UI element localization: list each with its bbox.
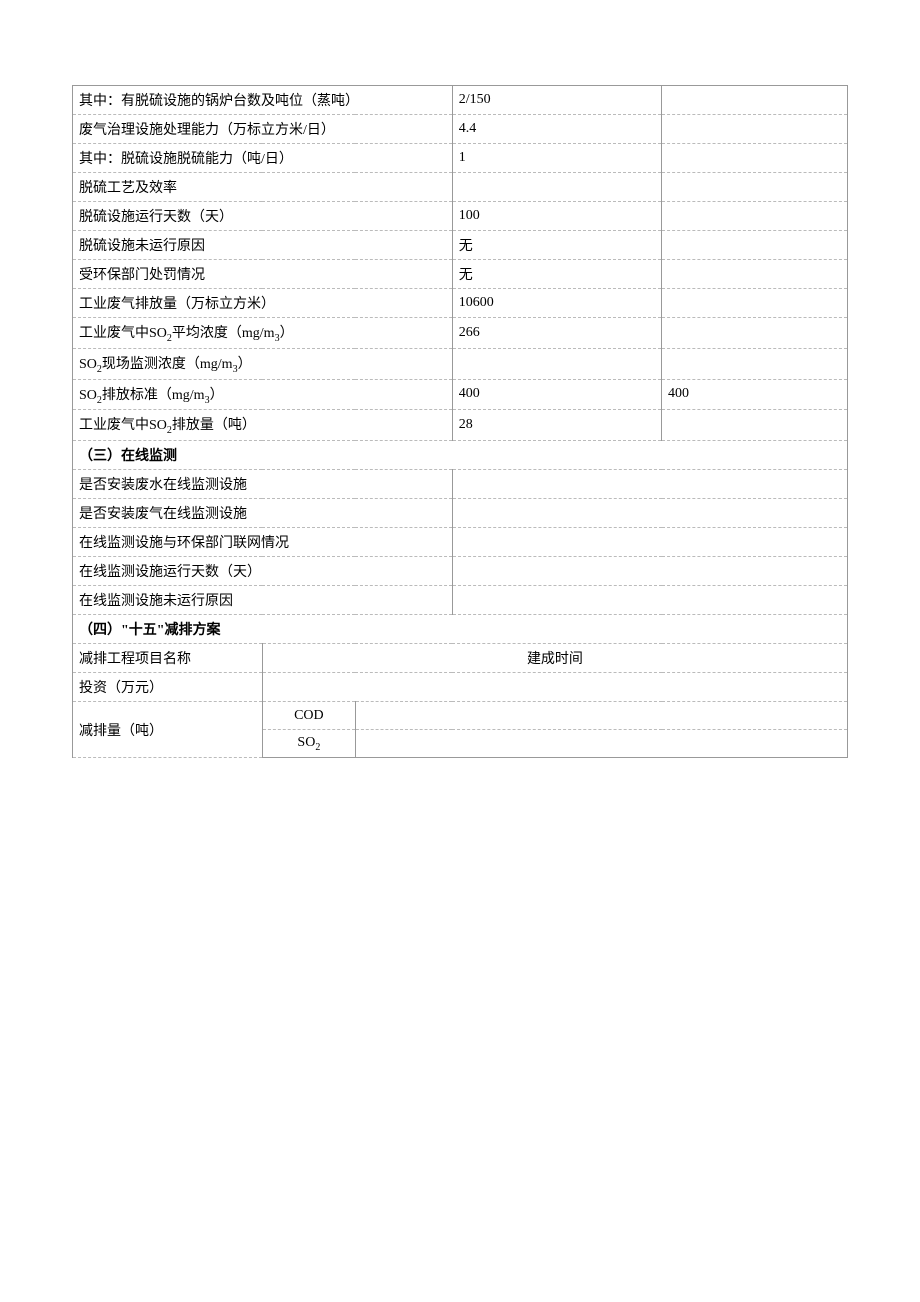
so2-label: SO2 [262, 730, 355, 758]
row-value-2 [662, 348, 848, 379]
table-row: 在线监测设施未运行原因 [73, 586, 848, 615]
table-row: 受环保部门处罚情况 无 [73, 260, 848, 289]
row-value-2 [662, 231, 848, 260]
table-row: 其中：有脱硫设施的锅炉台数及吨位（蒸吨） 2/150 [73, 86, 848, 115]
row-label: 在线监测设施与环保部门联网情况 [73, 528, 453, 557]
row-label: 工业废气排放量（万标立方米） [73, 289, 453, 318]
table-row: 工业废气中SO2平均浓度（mg/m3） 266 [73, 318, 848, 349]
row-value-2 [662, 318, 848, 349]
table-row: SO2现场监测浓度（mg/m3） [73, 348, 848, 379]
row-value [452, 557, 847, 586]
row-value [452, 528, 847, 557]
row-label: 在线监测设施运行天数（天） [73, 557, 453, 586]
row-value-1: 400 [452, 379, 661, 410]
row-value-2 [662, 115, 848, 144]
row-value-2 [662, 144, 848, 173]
table-row: 脱硫设施运行天数（天） 100 [73, 202, 848, 231]
row-value-1 [452, 173, 661, 202]
table-row: 是否安装废气在线监测设施 [73, 499, 848, 528]
so2-value [355, 730, 847, 758]
cod-value [355, 702, 847, 730]
row-value-1: 100 [452, 202, 661, 231]
row-value-1: 266 [452, 318, 661, 349]
row-value-1 [452, 348, 661, 379]
row-label: 脱硫设施未运行原因 [73, 231, 453, 260]
build-time-label: 建成时间 [262, 644, 847, 673]
table-row: 其中：脱硫设施脱硫能力（吨/日） 1 [73, 144, 848, 173]
cod-label: COD [262, 702, 355, 730]
table-row: 脱硫设施未运行原因 无 [73, 231, 848, 260]
row-value-2 [662, 410, 848, 441]
row-label: 脱硫工艺及效率 [73, 173, 453, 202]
row-value-2 [662, 173, 848, 202]
project-name-label: 减排工程项目名称 [73, 644, 263, 673]
reduce-amount-label: 减排量（吨） [73, 702, 263, 758]
investment-label: 投资（万元） [73, 673, 263, 702]
row-value-1: 2/150 [452, 86, 661, 115]
row-value-1: 4.4 [452, 115, 661, 144]
section-3-title: （三）在线监测 [73, 441, 848, 470]
row-label: 在线监测设施未运行原因 [73, 586, 453, 615]
table-row: 是否安装废水在线监测设施 [73, 470, 848, 499]
row-value-2: 400 [662, 379, 848, 410]
table-row: SO2排放标准（mg/m3） 400 400 [73, 379, 848, 410]
table-row: 减排量（吨） COD [73, 702, 848, 730]
section-header-row: （四）"十五"减排方案 [73, 615, 848, 644]
row-value-2 [662, 86, 848, 115]
row-label: 其中：有脱硫设施的锅炉台数及吨位（蒸吨） [73, 86, 453, 115]
row-value-1: 无 [452, 231, 661, 260]
row-value-2 [662, 260, 848, 289]
row-value [452, 499, 847, 528]
investment-value [262, 673, 847, 702]
table-row: 工业废气中SO2排放量（吨） 28 [73, 410, 848, 441]
row-value-1: 10600 [452, 289, 661, 318]
row-value-1: 无 [452, 260, 661, 289]
row-value [452, 586, 847, 615]
row-value [452, 470, 847, 499]
row-label: 工业废气中SO2平均浓度（mg/m3） [73, 318, 453, 349]
row-value-1: 28 [452, 410, 661, 441]
row-label: 脱硫设施运行天数（天） [73, 202, 453, 231]
section-4-title: （四）"十五"减排方案 [73, 615, 848, 644]
table-row: 在线监测设施运行天数（天） [73, 557, 848, 586]
row-label: 受环保部门处罚情况 [73, 260, 453, 289]
row-label: 废气治理设施处理能力（万标立方米/日） [73, 115, 453, 144]
table-row: 工业废气排放量（万标立方米） 10600 [73, 289, 848, 318]
row-label: SO2排放标准（mg/m3） [73, 379, 453, 410]
row-label: 是否安装废气在线监测设施 [73, 499, 453, 528]
row-label: 其中：脱硫设施脱硫能力（吨/日） [73, 144, 453, 173]
row-value-2 [662, 289, 848, 318]
row-label: 工业废气中SO2排放量（吨） [73, 410, 453, 441]
row-label: SO2现场监测浓度（mg/m3） [73, 348, 453, 379]
row-label: 是否安装废水在线监测设施 [73, 470, 453, 499]
table-row: 投资（万元） [73, 673, 848, 702]
environmental-report-table: 其中：有脱硫设施的锅炉台数及吨位（蒸吨） 2/150 废气治理设施处理能力（万标… [72, 85, 848, 758]
table-row: 在线监测设施与环保部门联网情况 [73, 528, 848, 557]
row-value-2 [662, 202, 848, 231]
section-header-row: （三）在线监测 [73, 441, 848, 470]
table-row: 脱硫工艺及效率 [73, 173, 848, 202]
table-row: 减排工程项目名称 建成时间 [73, 644, 848, 673]
table-row: 废气治理设施处理能力（万标立方米/日） 4.4 [73, 115, 848, 144]
row-value-1: 1 [452, 144, 661, 173]
